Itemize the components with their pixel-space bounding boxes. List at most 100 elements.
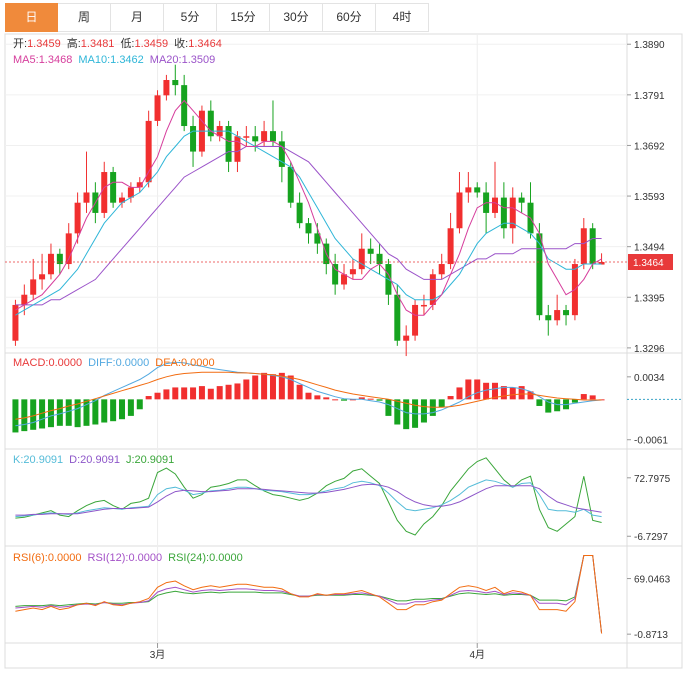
macd-bar [500,386,507,400]
candle-body [376,253,383,265]
tab-period-7[interactable]: 4时 [376,3,429,32]
macd-bar [163,389,170,400]
tab-period-5[interactable]: 30分 [270,3,323,32]
macd-bar [278,372,285,400]
macd-bar [287,375,294,400]
candle-body [12,304,19,341]
macd-bar [207,388,214,400]
tab-period-0[interactable]: 日 [5,3,58,32]
candle-body [465,187,472,193]
candle-body [234,136,241,162]
macd-bar [323,397,330,400]
candle-body [110,172,117,203]
macd-bar [12,399,19,433]
j-line [15,457,602,536]
macd-bar [580,394,587,400]
kdj-legend-value: 20.9091 [23,454,63,466]
macd-bar [216,386,223,400]
kdj-legend-value: 20.9091 [135,454,175,466]
macd-bar [269,374,276,400]
candle-body [83,192,90,203]
rsi-legend-label: RSI(12): [88,552,129,564]
candle-body [447,228,454,265]
rsi6-line [15,555,603,634]
kdj-legend: K:20.9091 D:20.9091 J:20.9091 [13,454,174,466]
y-tick-label: -0.8713 [634,630,668,641]
candle-body [269,131,276,142]
macd-bar [305,392,312,400]
candle-body [349,269,356,275]
dea-line [15,371,602,420]
macd-bar [394,399,401,425]
ma5-line [15,99,602,316]
macd-legend: MACD:0.0000 DIFF:0.0000 DEA:0.0000 [13,357,215,369]
macd-bar [83,399,90,426]
macd-bar [136,399,143,410]
macd-bar [438,399,445,408]
macd-bar [101,399,108,423]
macd-legend-value: 0.0000 [181,357,215,369]
macd-bar [181,387,188,400]
candle-body [456,192,463,229]
macd-bar [545,399,552,413]
ohlc-legend-value: 1.3464 [188,38,222,50]
y-tick-label: -0.0061 [634,436,668,447]
candle-body [598,262,605,265]
candle-body [474,187,481,193]
tab-period-2[interactable]: 月 [111,3,164,32]
macd-bar [47,399,54,428]
ma-legend-value: 1.3462 [110,54,144,66]
macd-bar [420,399,427,423]
macd-legend-label: DIFF: [88,357,116,369]
macd-bar [154,392,161,400]
macd-bar [376,399,383,401]
ohlc-legend-label: 开: [13,38,27,50]
ma-legend: MA5:1.3468 MA10:1.3462 MA20:1.3509 [13,54,215,66]
macd-bar [92,399,99,425]
ohlc-legend-value: 1.3481 [81,38,115,50]
ohlc-legend: 开:1.3459 高:1.3481 低:1.3459 收:1.3464 [13,36,222,50]
d-line [15,483,602,516]
candle-body [332,264,339,285]
candle-body [119,197,126,203]
macd-bar [198,386,205,400]
macd-bar [571,399,578,403]
candle-body [438,264,445,275]
y-tick-label: -6.7297 [634,532,668,543]
tab-period-1[interactable]: 周 [58,3,111,32]
tab-period-4[interactable]: 15分 [217,3,270,32]
tab-period-6[interactable]: 60分 [323,3,376,32]
macd-bar [314,395,321,400]
chart-frame [4,33,683,669]
tab-period-3[interactable]: 5分 [164,3,217,32]
kdj-legend-value: 20.9091 [80,454,120,466]
diff-line [15,361,602,427]
current-price-tag [628,254,673,271]
macd-legend-label: MACD: [13,357,48,369]
ohlc-legend-label: 高: [67,36,81,50]
candle-body [207,110,214,137]
macd-bar [261,372,268,400]
macd-bar [554,399,561,412]
macd-bar [536,399,543,406]
kdj-legend-label: D: [69,454,80,466]
y-tick-label: 1.3395 [634,293,665,304]
macd-bar [110,399,117,422]
y-tick-label: 1.3791 [634,91,665,102]
macd-bar [119,399,126,420]
candle-body [172,80,179,86]
macd-bar [518,386,525,400]
candle-body [163,80,170,96]
ma10-line [15,130,602,316]
ohlc-legend-label: 低: [120,37,134,50]
y-tick-label: 0.0034 [634,373,665,384]
candle-body [243,136,250,138]
candle-body [305,223,312,234]
macd-bar [296,384,303,400]
rsi24-line [15,555,603,634]
candle-body [314,233,321,244]
rsi-legend-value: 0.0000 [128,552,162,564]
ohlc-legend-value: 1.3459 [135,38,169,50]
y-tick-label: 1.3692 [634,141,665,152]
y-tick-label: 72.7975 [634,474,671,485]
